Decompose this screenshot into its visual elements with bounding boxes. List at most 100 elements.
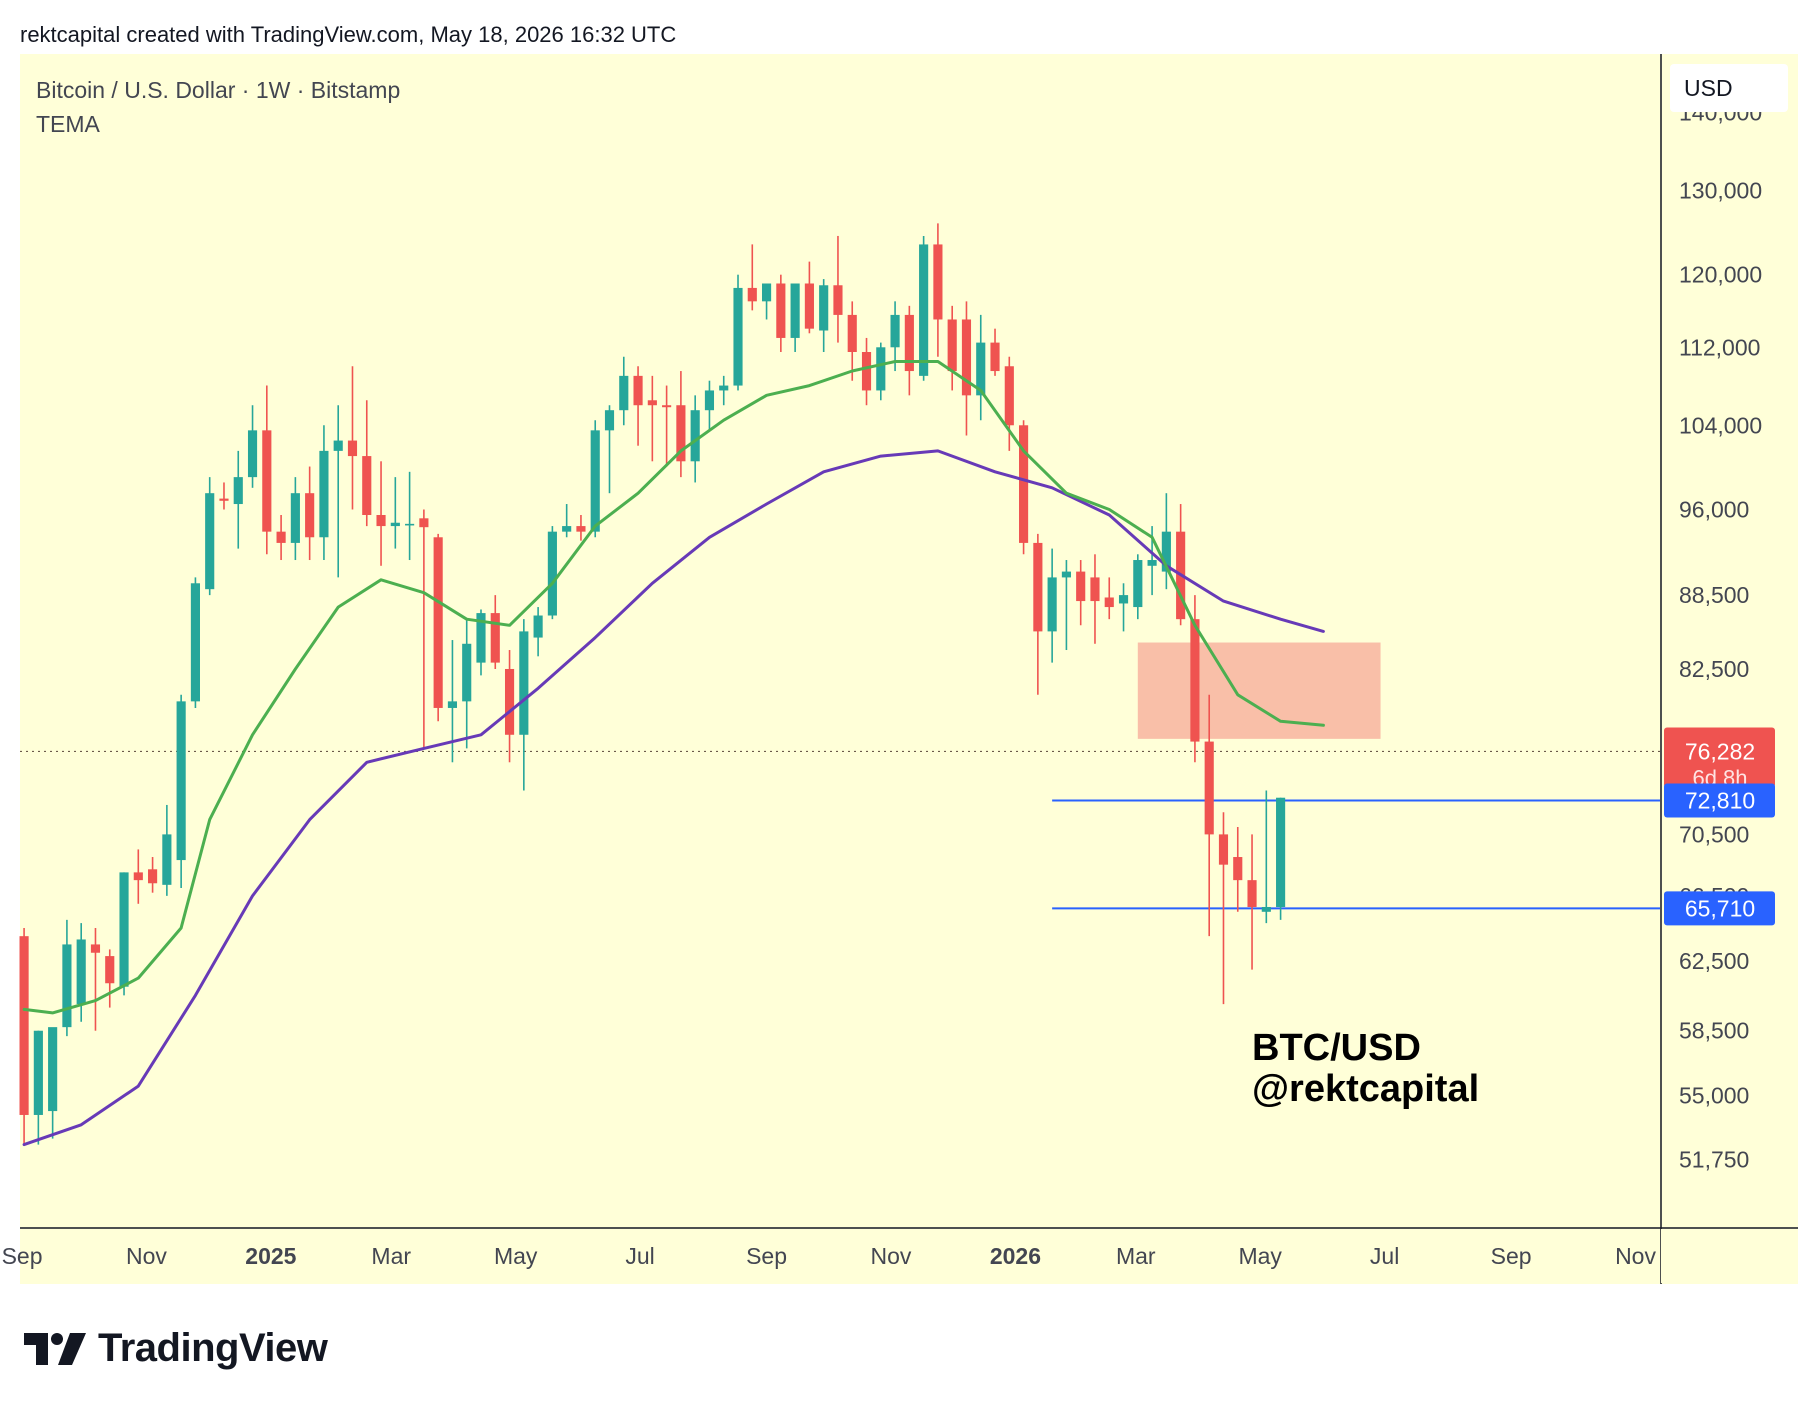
candle[interactable] [847,301,857,381]
candle[interactable] [205,477,215,596]
candle[interactable] [1019,420,1029,555]
candle[interactable] [933,223,943,357]
candle[interactable] [1004,356,1014,451]
candle[interactable] [33,1030,43,1145]
candle[interactable] [890,301,900,372]
candle[interactable] [405,471,415,561]
candle[interactable] [133,849,143,904]
candle[interactable] [90,927,101,1031]
candle[interactable] [1261,790,1271,924]
candle[interactable] [990,328,1000,376]
candle[interactable] [105,949,115,1008]
tradingview-logo[interactable]: TradingView [24,1326,328,1371]
candle[interactable] [562,504,572,538]
candle[interactable] [504,650,515,763]
legend-indicator[interactable]: TEMA [36,111,101,137]
price-scale-area[interactable] [1660,54,1798,1284]
candle[interactable] [733,274,743,391]
candle[interactable] [704,380,715,431]
candle[interactable] [490,595,500,669]
candle[interactable] [119,872,129,996]
tema-fast-line[interactable] [22,360,1325,1015]
resistance-zone[interactable] [1137,642,1381,739]
candle[interactable] [62,919,72,1037]
candle[interactable] [1061,560,1071,651]
candle[interactable] [419,509,429,749]
candle[interactable] [1247,834,1257,970]
candle-body [947,319,957,372]
candle[interactable] [961,301,972,436]
candle[interactable] [876,342,886,401]
candle[interactable] [247,405,258,488]
candle[interactable] [1047,548,1057,663]
candle[interactable] [290,477,300,561]
candle[interactable] [19,927,29,1145]
candle[interactable] [776,274,786,352]
candle[interactable] [861,337,872,406]
x-tick-label: Sep [1491,1243,1532,1269]
candle[interactable] [804,261,814,334]
support-level-tag-2[interactable] [1664,891,1775,926]
candle[interactable] [604,405,615,494]
candle[interactable] [919,235,929,381]
candle[interactable] [819,279,829,352]
candle[interactable] [790,283,800,352]
candle[interactable] [262,385,272,555]
candle[interactable] [1218,812,1229,1005]
candle-body [761,283,772,302]
candle[interactable] [747,244,757,311]
candle[interactable] [162,804,172,896]
candle[interactable] [1104,577,1114,620]
candle[interactable] [590,420,600,538]
candle[interactable] [619,356,629,426]
tema-slow-line[interactable] [22,449,1325,1147]
candle[interactable] [1076,560,1086,626]
candle[interactable] [319,425,329,561]
candle[interactable] [48,1027,58,1139]
candle[interactable] [833,235,843,343]
candle[interactable] [376,461,386,566]
support-level-tag-1[interactable] [1664,783,1775,818]
candle[interactable] [904,305,914,396]
candle[interactable] [1233,826,1243,912]
candle[interactable] [148,857,158,893]
candle[interactable] [976,314,986,421]
candle[interactable] [305,466,315,561]
candle[interactable] [547,526,557,620]
candle[interactable] [1118,583,1129,632]
candle[interactable] [647,375,657,462]
candle[interactable] [390,477,400,549]
candle[interactable] [462,619,472,749]
candle[interactable] [433,533,443,722]
candle[interactable] [362,400,372,527]
candle[interactable] [1033,533,1043,695]
candle-body [233,477,243,505]
candle[interactable] [347,366,358,510]
candle[interactable] [1133,554,1143,620]
candle[interactable] [1161,493,1171,590]
candle[interactable] [333,405,343,578]
candle[interactable] [633,366,643,446]
candle[interactable] [1090,554,1100,644]
candle[interactable] [519,619,529,791]
candle[interactable] [190,577,200,708]
candle[interactable] [719,375,729,406]
candle-body [1104,597,1114,608]
candle[interactable] [676,371,686,478]
candle[interactable] [662,385,672,467]
candle[interactable] [176,694,186,888]
candle[interactable] [1276,797,1286,920]
candle[interactable] [761,283,772,320]
legend-symbol[interactable]: Bitcoin / U.S. Dollar · 1W · Bitstamp [36,77,400,103]
current-price-tag[interactable] [1664,727,1775,788]
candle[interactable] [576,514,586,541]
currency-label-box[interactable] [1670,64,1788,112]
candle[interactable] [947,305,957,391]
candle[interactable] [219,482,229,510]
x-tick-label: May [494,1243,538,1269]
candle[interactable] [276,514,286,561]
candle[interactable] [233,450,243,549]
candle[interactable] [1204,694,1214,937]
candle[interactable] [533,607,543,657]
